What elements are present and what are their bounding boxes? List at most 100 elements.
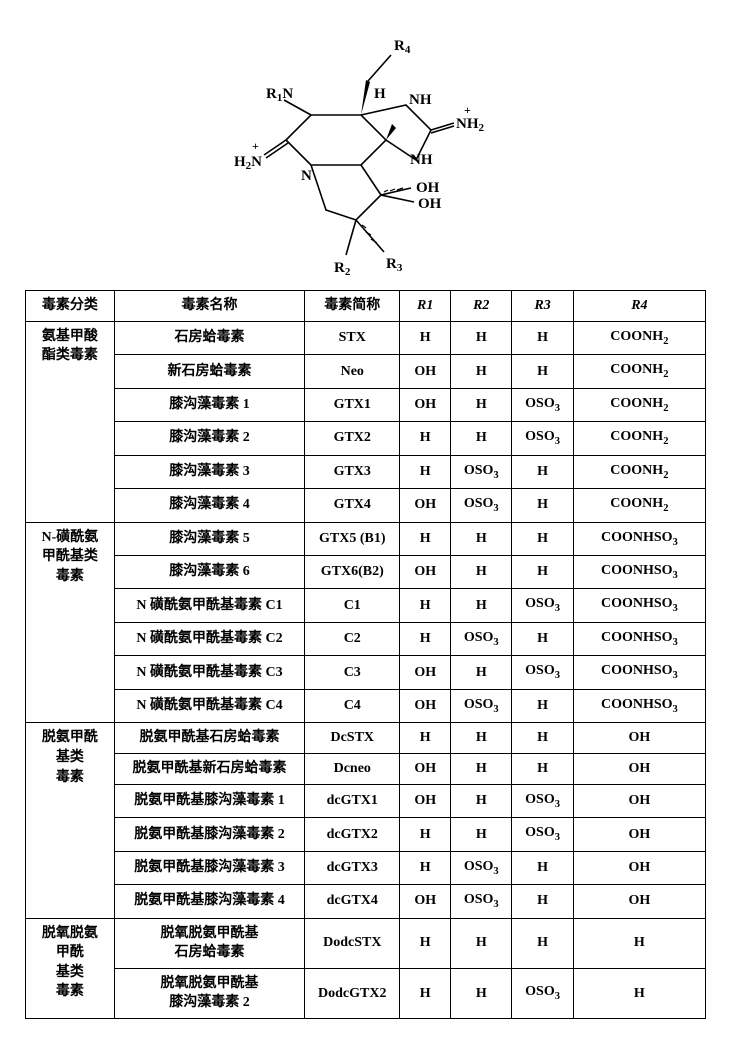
label-h: H	[374, 86, 386, 102]
abbr-cell: GTX3	[305, 455, 400, 488]
name-cell: 石房蛤毒素	[114, 321, 304, 354]
r3-cell: OSO3	[512, 784, 573, 817]
r3-cell: OSO3	[512, 589, 573, 622]
abbr-cell: DodcGTX2	[305, 968, 400, 1018]
r4-cell: COONH2	[573, 489, 705, 522]
r1-cell: H	[400, 522, 451, 555]
label-r4: R4	[394, 38, 411, 56]
r4-cell: COONHSO3	[573, 555, 705, 588]
table-header-row: 毒素分类 毒素名称 毒素简称 R1 R2 R3 R4	[26, 291, 706, 322]
table-row: 脱氨甲酰基膝沟藻毒素 1dcGTX1OHHOSO3OH	[26, 784, 706, 817]
abbr-cell: Dcneo	[305, 754, 400, 785]
r4-cell: COONHSO3	[573, 522, 705, 555]
th-r4: R4	[573, 291, 705, 322]
label-plus-left: +	[252, 139, 259, 153]
name-cell: 脱氨甲酰基石房蛤毒素	[114, 723, 304, 754]
th-abbr: 毒素简称	[305, 291, 400, 322]
r4-cell: OH	[573, 754, 705, 785]
r3-cell: H	[512, 555, 573, 588]
th-r2: R2	[451, 291, 512, 322]
category-cell: 氨基甲酸酯类毒素	[26, 321, 115, 522]
r3-cell: OSO3	[512, 818, 573, 851]
r3-cell: OSO3	[512, 968, 573, 1018]
r2-cell: H	[451, 555, 512, 588]
abbr-cell: DcSTX	[305, 723, 400, 754]
table-row: 膝沟藻毒素 1GTX1OHHOSO3COONH2	[26, 388, 706, 421]
r2-cell: H	[451, 422, 512, 455]
label-nh-lower: NH	[410, 152, 433, 168]
name-cell: 脱氨甲酰基膝沟藻毒素 3	[114, 851, 304, 884]
table-row: 脱氨甲酰基膝沟藻毒素 2dcGTX2HHOSO3OH	[26, 818, 706, 851]
r3-cell: H	[512, 355, 573, 388]
r1-cell: H	[400, 422, 451, 455]
table-row: N-磺酰氨甲酰基类毒素膝沟藻毒素 5GTX5 (B1)HHHCOONHSO3	[26, 522, 706, 555]
r1-cell: H	[400, 818, 451, 851]
r4-cell: OH	[573, 784, 705, 817]
label-nh2p-right: NH2	[456, 116, 485, 134]
category-cell: 脱氧脱氨甲酰基类毒素	[26, 918, 115, 1018]
r1-cell: H	[400, 589, 451, 622]
table-row: 脱氨甲酰基类毒素脱氨甲酰基石房蛤毒素DcSTXHHHOH	[26, 723, 706, 754]
name-cell: 膝沟藻毒素 6	[114, 555, 304, 588]
r2-cell: H	[451, 321, 512, 354]
r1-cell: H	[400, 622, 451, 655]
r1-cell: OH	[400, 885, 451, 918]
abbr-cell: GTX5 (B1)	[305, 522, 400, 555]
abbr-cell: GTX6(B2)	[305, 555, 400, 588]
table-row: 脱氨甲酰基膝沟藻毒素 4dcGTX4OHOSO3HOH	[26, 885, 706, 918]
r2-cell: H	[451, 918, 512, 968]
r4-cell: COONH2	[573, 422, 705, 455]
name-cell: N 磺酰氨甲酰基毒素 C2	[114, 622, 304, 655]
th-r1: R1	[400, 291, 451, 322]
r2-cell: OSO3	[451, 851, 512, 884]
table-row: N 磺酰氨甲酰基毒素 C1C1HHOSO3COONHSO3	[26, 589, 706, 622]
toxin-table: 毒素分类 毒素名称 毒素简称 R1 R2 R3 R4 氨基甲酸酯类毒素石房蛤毒素…	[25, 290, 706, 1019]
r4-cell: COONH2	[573, 355, 705, 388]
name-cell: 脱氧脱氨甲酰基膝沟藻毒素 2	[114, 968, 304, 1018]
label-r1: R1N	[266, 86, 293, 104]
r2-cell: H	[451, 723, 512, 754]
name-cell: N 磺酰氨甲酰基毒素 C1	[114, 589, 304, 622]
r2-cell: H	[451, 754, 512, 785]
abbr-cell: C2	[305, 622, 400, 655]
table-row: 膝沟藻毒素 4GTX4OHOSO3HCOONH2	[26, 489, 706, 522]
category-cell: 脱氨甲酰基类毒素	[26, 723, 115, 918]
r2-cell: H	[451, 968, 512, 1018]
r1-cell: OH	[400, 555, 451, 588]
r3-cell: OSO3	[512, 388, 573, 421]
r1-cell: H	[400, 851, 451, 884]
table-row: N 磺酰氨甲酰基毒素 C4C4OHOSO3HCOONHSO3	[26, 689, 706, 722]
r4-cell: COONHSO3	[573, 656, 705, 689]
name-cell: 膝沟藻毒素 3	[114, 455, 304, 488]
name-cell: N 磺酰氨甲酰基毒素 C3	[114, 656, 304, 689]
r3-cell: OSO3	[512, 422, 573, 455]
abbr-cell: dcGTX3	[305, 851, 400, 884]
abbr-cell: C4	[305, 689, 400, 722]
table-row: N 磺酰氨甲酰基毒素 C3C3OHHOSO3COONHSO3	[26, 656, 706, 689]
label-r2: R2	[334, 260, 351, 278]
r2-cell: H	[451, 388, 512, 421]
th-category: 毒素分类	[26, 291, 115, 322]
table-row: 脱氨甲酰基新石房蛤毒素DcneoOHHHOH	[26, 754, 706, 785]
name-cell: 膝沟藻毒素 5	[114, 522, 304, 555]
r4-cell: H	[573, 968, 705, 1018]
r1-cell: OH	[400, 689, 451, 722]
label-n-ring: N	[301, 168, 312, 184]
label-oh1: OH	[416, 180, 440, 196]
r3-cell: H	[512, 622, 573, 655]
name-cell: 脱氧脱氨甲酰基石房蛤毒素	[114, 918, 304, 968]
abbr-cell: Neo	[305, 355, 400, 388]
abbr-cell: STX	[305, 321, 400, 354]
r4-cell: OH	[573, 851, 705, 884]
r1-cell: OH	[400, 355, 451, 388]
r4-cell: COONH2	[573, 388, 705, 421]
r3-cell: H	[512, 321, 573, 354]
r4-cell: OH	[573, 818, 705, 851]
table-row: 氨基甲酸酯类毒素石房蛤毒素STXHHHCOONH2	[26, 321, 706, 354]
r1-cell: OH	[400, 388, 451, 421]
r1-cell: OH	[400, 754, 451, 785]
r3-cell: H	[512, 851, 573, 884]
abbr-cell: C1	[305, 589, 400, 622]
r1-cell: H	[400, 968, 451, 1018]
r3-cell: H	[512, 754, 573, 785]
